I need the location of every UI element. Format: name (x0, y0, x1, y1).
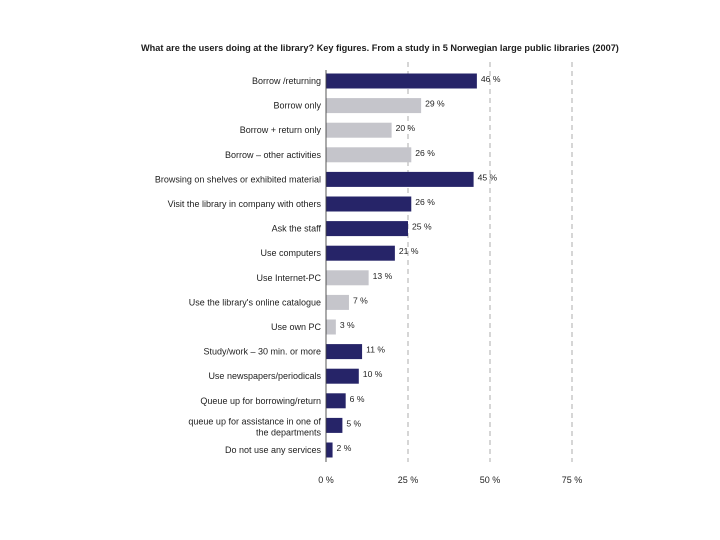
value-label-1: 29 % (425, 99, 445, 109)
chart-title: What are the users doing at the library?… (141, 43, 619, 53)
value-label-7: 21 % (399, 246, 419, 256)
category-label-10: Use own PC (271, 322, 322, 332)
grid-lines (407, 62, 573, 462)
bar-1 (326, 98, 422, 114)
value-label-10: 3 % (340, 320, 355, 330)
category-label-6: Ask the staff (272, 224, 322, 234)
x-tick-label-25: 25 % (398, 475, 419, 485)
bars (326, 73, 477, 458)
value-label-8: 13 % (373, 271, 393, 281)
value-label-14: 5 % (346, 418, 361, 428)
category-label-7: Use computers (260, 248, 321, 258)
bar-2 (326, 122, 392, 138)
bar-15 (326, 442, 333, 458)
category-label-11: Study/work – 30 min. or more (203, 347, 321, 357)
category-label-2: Borrow + return only (240, 125, 322, 135)
category-labels: Borrow /returning Borrow only Borrow + ret… (155, 76, 322, 455)
value-label-2: 20 % (396, 123, 416, 133)
category-label-5: Visit the library in company with others (168, 199, 322, 209)
category-label-0: Borrow /returning (252, 76, 321, 86)
value-labels: 46 % 29 % 20 % 26 % 45 % 26 % 25 % 21 % 13 % 7 % 3… (337, 74, 501, 453)
category-label-9: Use the library's online catalogue (189, 297, 321, 307)
category-label-8: Use Internet-PC (256, 273, 321, 283)
bar-5 (326, 196, 412, 212)
category-label-15: Do not use any services (225, 445, 322, 455)
value-label-4: 45 % (478, 172, 498, 182)
value-label-12: 10 % (363, 369, 383, 379)
bar-10 (326, 319, 336, 335)
category-label-13: Queue up for borrowing/return (200, 396, 321, 406)
value-label-11: 11 % (366, 345, 385, 355)
category-label-14: queue up for assistance in one of the dep… (188, 416, 321, 437)
value-label-9: 7 % (353, 295, 368, 305)
bar-8 (326, 270, 369, 286)
bar-12 (326, 368, 359, 384)
bar-9 (326, 294, 349, 310)
bar-11 (326, 344, 363, 360)
bar-14 (326, 417, 343, 433)
category-label-3: Borrow – other activities (225, 150, 322, 160)
bar-13 (326, 393, 346, 409)
x-tick-label-50: 50 % (480, 475, 501, 485)
bar-4 (326, 171, 474, 187)
category-label-12: Use newspapers/periodicals (208, 371, 321, 381)
category-label-4: Browsing on shelves or exhibited materia… (155, 174, 321, 184)
value-label-13: 6 % (350, 394, 365, 404)
bar-7 (326, 245, 395, 261)
value-label-6: 25 % (412, 222, 432, 232)
x-axis: 0 % 25 % 50 % 75 % (318, 70, 582, 485)
bar-0 (326, 73, 477, 89)
x-tick-label-0: 0 % (318, 475, 334, 485)
value-label-3: 26 % (415, 148, 435, 158)
value-label-5: 26 % (415, 197, 435, 207)
bar-3 (326, 147, 412, 163)
x-tick-label-75: 75 % (562, 475, 583, 485)
bar-6 (326, 221, 408, 237)
category-label-1: Borrow only (273, 101, 321, 111)
value-label-15: 2 % (337, 443, 352, 453)
value-label-0: 46 % (481, 74, 501, 84)
